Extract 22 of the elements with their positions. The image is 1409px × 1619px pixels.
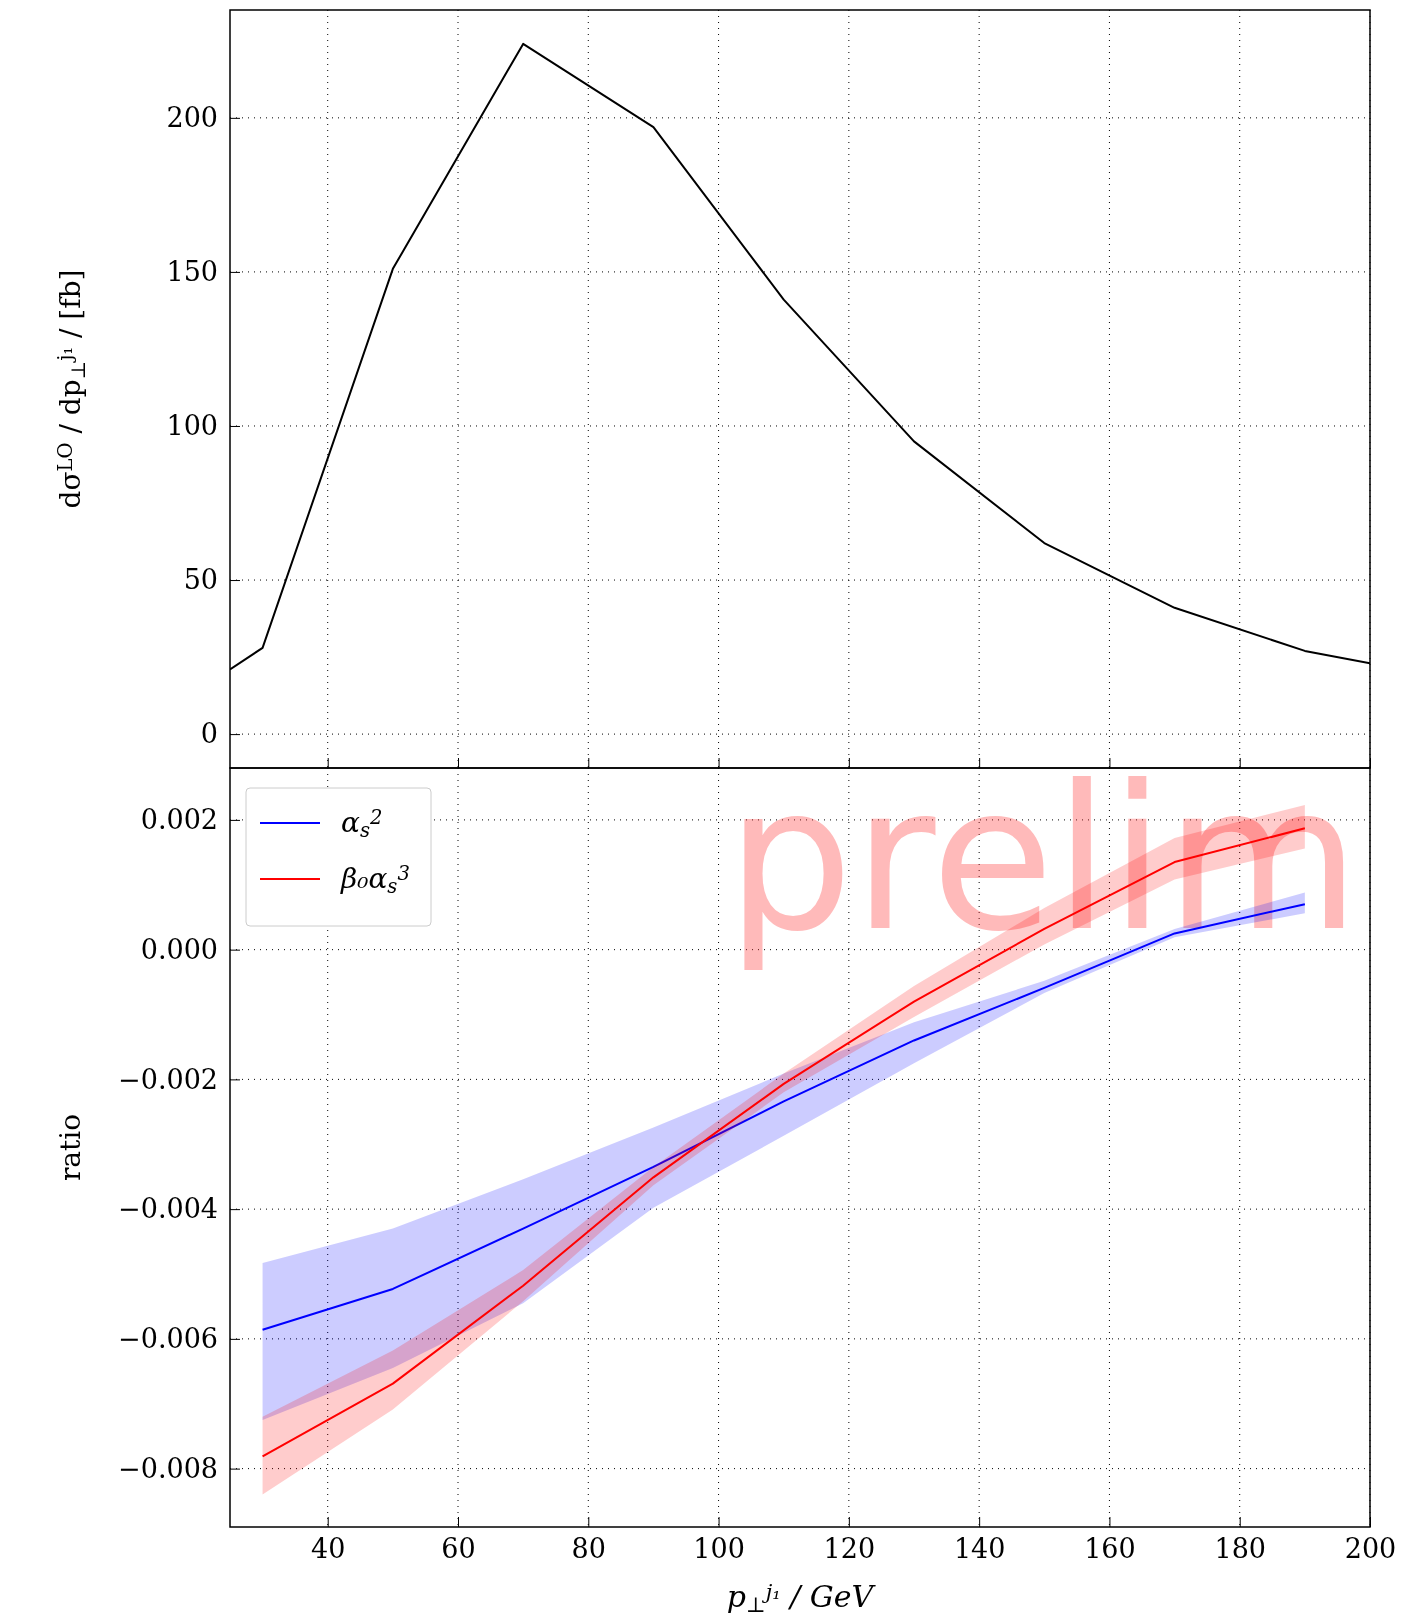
y-axis-title: ratio bbox=[54, 1113, 87, 1182]
x-tick-label: 80 bbox=[571, 1533, 606, 1565]
y-tick-label: −0.004 bbox=[118, 1193, 218, 1225]
y-tick-label: 0 bbox=[200, 718, 218, 750]
y-tick-label: −0.002 bbox=[118, 1063, 218, 1095]
y-tick-label: 200 bbox=[166, 101, 218, 133]
x-tick-label: 180 bbox=[1214, 1533, 1266, 1565]
y-tick-label: −0.008 bbox=[118, 1452, 218, 1484]
x-tick-label: 160 bbox=[1084, 1533, 1136, 1565]
x-tick-label: 140 bbox=[953, 1533, 1006, 1565]
y-tick-label: 50 bbox=[183, 564, 218, 596]
x-tick-label: 60 bbox=[441, 1533, 476, 1565]
x-axis-title: p$_{⊥}$$^{j₁}$ / GeV bbox=[726, 1579, 877, 1618]
y-tick-label: 100 bbox=[166, 410, 218, 442]
x-tick-label: 120 bbox=[823, 1533, 876, 1565]
y-tick-label: 150 bbox=[166, 256, 218, 288]
y-tick-label: 0.000 bbox=[140, 933, 218, 965]
x-tick-label: 200 bbox=[1344, 1533, 1397, 1565]
y-tick-label: −0.006 bbox=[118, 1323, 218, 1355]
x-tick-label: 40 bbox=[311, 1533, 346, 1565]
x-tick-label: 100 bbox=[693, 1533, 745, 1565]
y-tick-label: 0.002 bbox=[140, 804, 218, 836]
